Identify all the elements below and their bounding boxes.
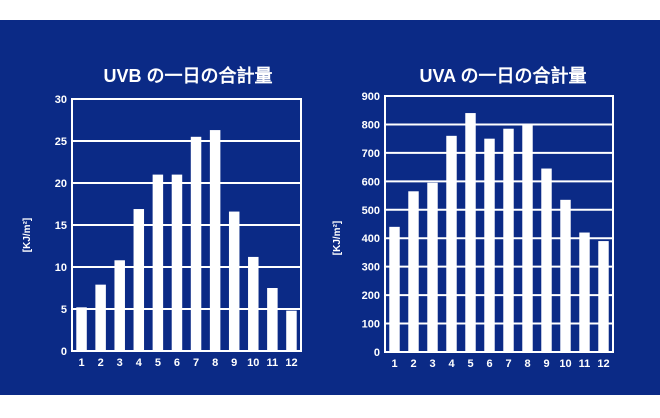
uva-bar (579, 232, 590, 352)
uva-x-tick-label: 8 (524, 358, 530, 370)
uvb-bar (152, 174, 164, 351)
uva-y-tick-label: 200 (362, 290, 380, 302)
uvb-x-tick-label: 6 (174, 357, 180, 369)
uvb-x-tick-label: 12 (285, 357, 297, 369)
uvb-y-tick-label: 10 (55, 262, 67, 274)
uva-y-tick-label: 300 (362, 262, 380, 274)
uva-bar (408, 191, 419, 352)
uva-bar (446, 135, 457, 352)
uvb-y-tick-label: 30 (55, 94, 67, 106)
uvb-bar (190, 136, 202, 351)
uva-x-tick-label: 6 (486, 358, 492, 370)
uva-x-tick-label: 11 (579, 358, 591, 370)
uva-x-tick-label: 10 (559, 358, 571, 370)
uva-y-tick-label: 700 (362, 148, 380, 160)
uvb-bar (228, 211, 240, 351)
uva-y-tick-label: 0 (374, 347, 380, 359)
uva-bar (427, 182, 438, 352)
uva-x-tick-label: 4 (448, 358, 455, 370)
uvb-bar (114, 260, 125, 351)
uva-bar (541, 168, 552, 352)
uvb-bar (286, 310, 297, 351)
uva-y-tick-label: 500 (362, 205, 380, 217)
uvb-y-tick-label: 15 (55, 220, 67, 232)
uva-y-tick-label: 100 (362, 319, 380, 331)
uvb-x-tick-label: 5 (155, 357, 161, 369)
uva-x-tick-label: 9 (543, 358, 549, 370)
uva-chart: UVA の一日の合計量 [KJ/m²] 0 100 200 300 400 500 600 7… (332, 65, 614, 370)
uva-y-tick-label: 400 (362, 233, 380, 245)
uva-x-tick-label: 7 (505, 358, 511, 370)
uvb-bar (95, 284, 106, 351)
uvb-bar (248, 256, 259, 351)
uvb-x-tick-label: 1 (78, 357, 84, 369)
uvb-bar (133, 209, 145, 351)
uvb-bar (171, 174, 183, 351)
uvb-y-tick-label: 0 (61, 346, 67, 358)
uva-x-tick-label: 5 (467, 358, 473, 370)
uva-y-tick-label: 900 (362, 91, 380, 103)
uva-bar (598, 241, 609, 352)
uvb-y-tick-label: 5 (61, 304, 67, 316)
uva-bar (503, 128, 514, 352)
uvb-bar (209, 130, 221, 351)
uvb-x-tick-label: 4 (136, 357, 143, 369)
uva-y-axis-label: [KJ/m²] (332, 221, 343, 255)
uva-bar (484, 138, 495, 352)
uvb-chart-title: UVB の一日の合計量 (103, 65, 272, 86)
uva-x-tick-label: 3 (429, 358, 435, 370)
uvb-x-tick-label: 9 (231, 357, 237, 369)
uva-y-tick-label: 600 (362, 176, 380, 188)
uva-x-tick-label: 1 (391, 358, 397, 370)
uva-x-tick-label: 12 (597, 358, 609, 370)
uvb-x-tick-label: 10 (247, 357, 259, 369)
uvb-y-tick-label: 20 (55, 178, 67, 190)
uva-bar (522, 124, 533, 352)
chart-panel: UVB の一日の合計量 [KJ/m²] 0 5 10 15 20 25 30 1 2 3 4 5 6 7 8… (0, 20, 660, 395)
uvb-x-tick-label: 11 (267, 357, 279, 369)
uvb-bar (76, 307, 87, 351)
uvb-x-tick-label: 8 (212, 357, 218, 369)
uva-y-tick-label: 800 (362, 119, 380, 131)
uvb-x-tick-label: 7 (193, 357, 199, 369)
uva-bar (389, 226, 400, 352)
uva-bar (465, 113, 476, 352)
uvb-x-tick-label: 2 (98, 357, 104, 369)
uvb-bar (267, 288, 278, 351)
uva-x-tick-label: 2 (410, 358, 416, 370)
uvb-y-tick-label: 25 (55, 136, 67, 148)
uvb-y-axis-label: [KJ/m²] (22, 218, 33, 252)
uva-plot-frame (384, 95, 614, 353)
uva-chart-title: UVA の一日の合計量 (419, 65, 586, 86)
uva-bar (560, 199, 571, 352)
uvb-x-tick-label: 3 (117, 357, 123, 369)
